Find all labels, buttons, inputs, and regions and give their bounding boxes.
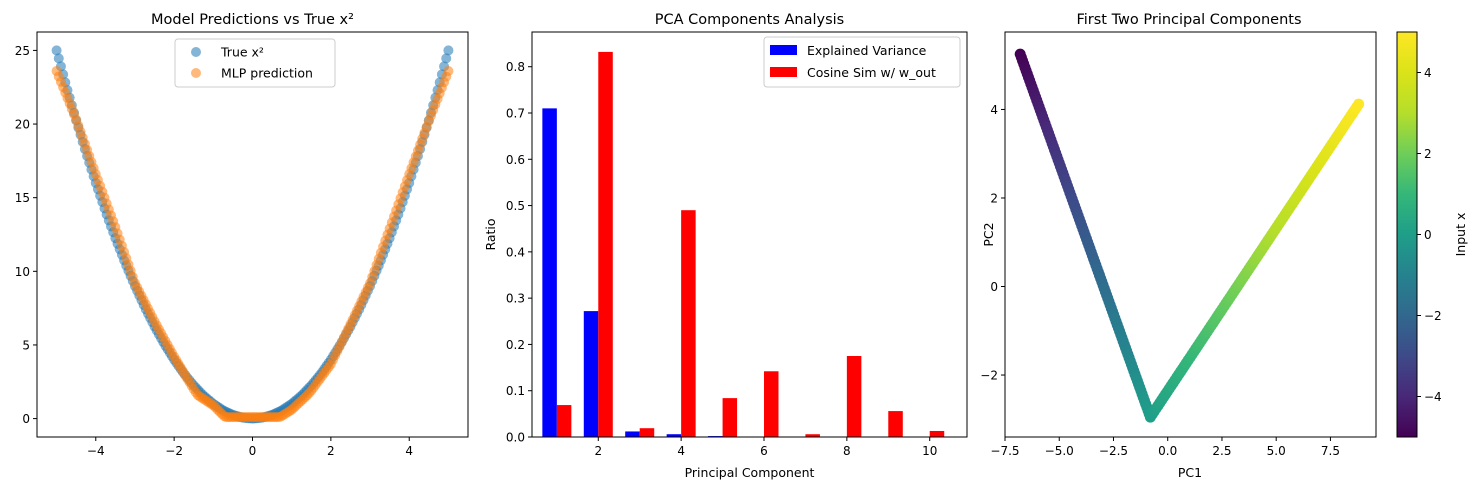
predictions-xtick-label: −2 <box>165 444 183 458</box>
pca-ytick-label: 0.8 <box>506 60 525 74</box>
cosine-sim-bar <box>888 411 903 437</box>
predictions-legend-box <box>174 38 336 88</box>
pc-xtick-label: 2.5 <box>1212 444 1231 458</box>
pc-xtick-label: 0.0 <box>1158 444 1177 458</box>
legend-cosine-label: Cosine Sim w/ w_out <box>807 65 936 80</box>
pc-ytick-label: 2 <box>990 191 998 205</box>
true-x2-point <box>51 45 62 56</box>
pca-ytick-label: 0.2 <box>506 338 525 352</box>
pca-legend: Explained Variance Cosine Sim w/ w_out <box>763 36 961 88</box>
colorbar-label: Input x <box>1453 213 1468 257</box>
pc-xtick-label: 7.5 <box>1321 444 1340 458</box>
explained-variance-bar <box>625 431 640 437</box>
pc-axes: −7.5 −5.0 −2.5 0.0 2.5 5.0 7.5 −2 0 2 4 <box>980 103 1340 458</box>
cosine-sim-bar <box>846 356 862 437</box>
pca-ytick-label: 0.4 <box>506 245 525 259</box>
pca-ytick-label: 0.0 <box>506 431 525 445</box>
pc-xtick-label: −7.5 <box>990 444 1019 458</box>
pca-ytick-label: 0.3 <box>506 292 525 306</box>
pca-frame <box>531 31 968 438</box>
pc-frame <box>1004 31 1377 438</box>
true-x2-point <box>441 53 452 64</box>
explained-variance-bar <box>666 434 682 437</box>
cosine-sim-bar <box>681 210 696 437</box>
colorbar-ticks: −4 −2 0 2 4 <box>1417 66 1442 404</box>
colorbar-tick-label: 4 <box>1424 66 1432 80</box>
predictions-ytick-label: 0 <box>22 412 30 426</box>
pca-panel: PCA Components Analysis 2 4 6 8 10 0.0 0.1 0.2 0… <box>483 12 968 480</box>
pc-title: First Two Principal Components <box>1076 12 1301 28</box>
legend-variance-label: Explained Variance <box>807 43 927 58</box>
legend-mlp-marker <box>191 68 201 78</box>
true-x2-series <box>51 45 454 424</box>
pc-xtick-label: 5.0 <box>1267 444 1286 458</box>
predictions-marks <box>51 45 454 424</box>
pca-legend-box <box>763 36 961 88</box>
cosine-sim-bar <box>764 371 779 437</box>
pc-xtick-label: −5.0 <box>1045 444 1074 458</box>
explained-variance-bar <box>542 108 557 437</box>
legend-true-marker <box>191 47 201 57</box>
predictions-axes: −4 −2 0 2 4 0 5 10 15 20 25 <box>15 44 413 458</box>
predictions-xtick-label: 4 <box>405 444 413 458</box>
cosine-sim-bar <box>639 428 655 437</box>
predictions-ytick-label: 15 <box>15 191 30 205</box>
predictions-panel: Model Predictions vs True x² −4 −2 0 2 4 0 5 10… <box>15 12 469 458</box>
predictions-ytick-label: 10 <box>15 265 30 279</box>
explained-variance-bar <box>583 311 599 437</box>
predictions-ytick-label: 25 <box>15 44 30 58</box>
pc-scatter-point <box>1353 98 1365 110</box>
true-x2-point <box>443 45 454 56</box>
pca-ytick-label: 0.5 <box>506 199 525 213</box>
colorbar-tick-label: 0 <box>1424 228 1432 242</box>
predictions-ytick-label: 5 <box>22 338 30 352</box>
predictions-legend: True x² MLP prediction <box>174 38 336 88</box>
pca-xtick-label: 8 <box>843 444 851 458</box>
mlp-prediction-series <box>51 66 454 423</box>
cosine-sim-bar <box>722 398 738 437</box>
predictions-frame <box>36 31 469 438</box>
cosine-sim-bar <box>598 51 613 437</box>
pca-ytick-label: 0.6 <box>506 153 525 167</box>
pc-xlabel: PC1 <box>1178 465 1202 480</box>
pca-xtick-label: 6 <box>760 444 768 458</box>
pca-bars <box>542 51 945 437</box>
pc-scatter-marks <box>1014 48 1365 423</box>
predictions-xtick-label: 2 <box>327 444 335 458</box>
legend-cosine-swatch <box>770 67 797 77</box>
pca-xtick-label: 4 <box>677 444 685 458</box>
cosine-sim-bar <box>805 434 820 437</box>
colorbar-tick-label: −2 <box>1424 309 1442 323</box>
pca-ytick-label: 0.7 <box>506 107 525 121</box>
colorbar: −4 −2 0 2 4 Input x <box>1396 31 1468 438</box>
cosine-sim-bar <box>929 430 945 437</box>
pc-ytick-label: 0 <box>990 280 998 294</box>
mlp-prediction-point <box>443 66 454 77</box>
pc-ytick-label: −2 <box>980 369 998 383</box>
pca-title: PCA Components Analysis <box>655 12 844 28</box>
predictions-ytick-label: 20 <box>15 118 30 132</box>
pca-axes: 2 4 6 8 10 0.0 0.1 0.2 0.3 0.4 0.5 0.6 0.7 0.8 <box>506 60 937 458</box>
pc-xtick-label: −2.5 <box>1099 444 1128 458</box>
pc-ylabel: PC2 <box>981 222 996 246</box>
pc-scatter-panel: First Two Principal Components −7.5 −5.0−… <box>980 12 1377 480</box>
pca-xlabel: Principal Component <box>685 465 815 480</box>
pca-ytick-label: 0.1 <box>506 384 525 398</box>
predictions-xtick-label: −4 <box>87 444 105 458</box>
true-x2-point <box>53 53 64 64</box>
predictions-title: Model Predictions vs True x² <box>151 12 354 28</box>
pca-xtick-label: 2 <box>594 444 602 458</box>
colorbar-gradient <box>1396 31 1418 438</box>
pc-ytick-label: 4 <box>990 103 998 117</box>
pca-xtick-label: 10 <box>922 444 937 458</box>
legend-variance-swatch <box>770 45 797 55</box>
legend-true-label: True x² <box>220 45 264 60</box>
colorbar-tick-label: 2 <box>1424 147 1432 161</box>
legend-mlp-label: MLP prediction <box>221 66 313 81</box>
colorbar-tick-label: −4 <box>1424 390 1442 404</box>
pca-ylabel: Ratio <box>483 218 498 250</box>
predictions-xtick-label: 0 <box>249 444 257 458</box>
cosine-sim-bar <box>556 405 572 437</box>
